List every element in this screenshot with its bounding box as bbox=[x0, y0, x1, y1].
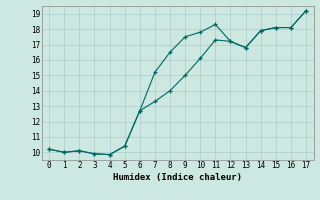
X-axis label: Humidex (Indice chaleur): Humidex (Indice chaleur) bbox=[113, 173, 242, 182]
